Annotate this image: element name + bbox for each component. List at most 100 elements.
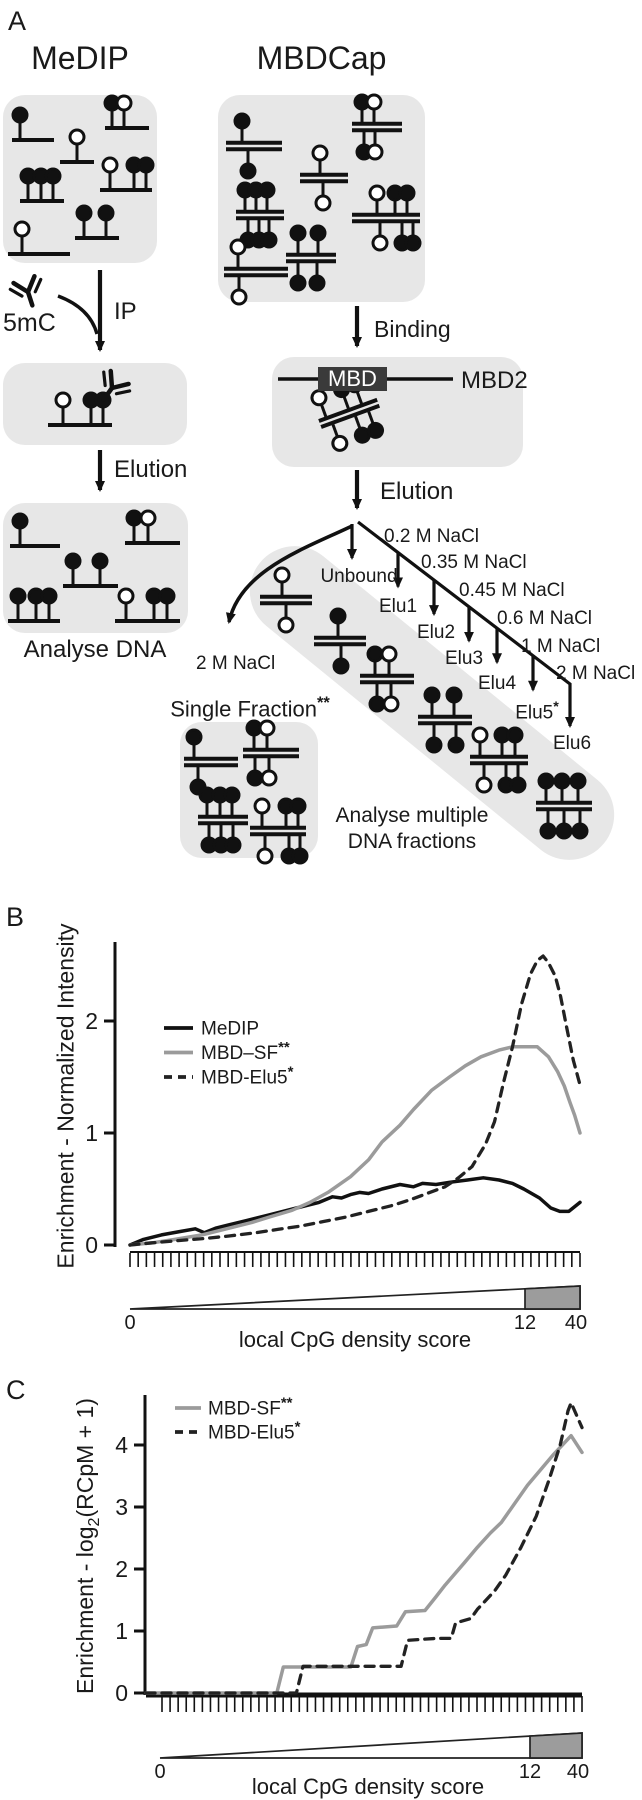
- mbd2-label: MBD2: [461, 367, 528, 394]
- dna-fragment: [75, 204, 119, 240]
- dna-fragment: [300, 144, 348, 212]
- elution-label-medip: Elution: [114, 456, 188, 483]
- methylated-cpg-icon: [224, 836, 242, 854]
- y-axis-tick-label: 3: [115, 1494, 128, 1520]
- antibody-curve: [57, 294, 99, 335]
- y-axis-tick-label: 0: [115, 1680, 128, 1706]
- unmethylated-cpg-icon: [310, 389, 328, 407]
- methylated-cpg-icon: [366, 645, 384, 663]
- legend-label-MBD-Elu5: MBD-Elu5*: [208, 1419, 301, 1444]
- unmethylated-cpg-icon: [68, 128, 86, 146]
- legend-label-MBD-SF: MBD-SF**: [208, 1395, 293, 1420]
- unmethylated-cpg-icon: [117, 587, 135, 605]
- salt-concentration-label: 0.45 M NaCl: [459, 580, 565, 601]
- panel-b-label: B: [6, 902, 25, 932]
- wedge-scale-label: 40: [567, 1761, 589, 1783]
- methylated-cpg-icon: [423, 686, 441, 704]
- dna-fragment: [260, 566, 312, 634]
- methylated-cpg-icon: [75, 204, 93, 222]
- cpg-density-wedge: [159, 1732, 583, 1759]
- methylated-cpg-icon: [246, 769, 264, 787]
- unmethylated-cpg-icon: [139, 509, 157, 527]
- methylated-cpg-icon: [539, 822, 557, 840]
- unmethylated-cpg-icon: [366, 143, 384, 161]
- mbd-label: MBD: [328, 366, 377, 391]
- unmethylated-cpg-icon: [115, 94, 133, 112]
- salt-concentration-label: 1 M NaCl: [521, 636, 601, 657]
- unmethylated-cpg-icon: [371, 234, 389, 252]
- wedge-scale-label: 0: [124, 1312, 135, 1334]
- methylated-cpg-icon: [571, 822, 589, 840]
- panel-a-diagram: [8, 93, 615, 865]
- unmethylated-cpg-icon: [314, 194, 332, 212]
- y-axis-tick-label: 1: [115, 1618, 128, 1644]
- unmethylated-cpg-icon: [273, 566, 291, 584]
- methylated-cpg-icon: [509, 776, 527, 794]
- legend-label-MBD-Elu5: MBD-Elu5*: [201, 1064, 294, 1089]
- methylated-cpg-icon: [233, 112, 251, 130]
- series-MBD-Elu5: [128, 954, 582, 1247]
- methylated-cpg-icon: [425, 736, 443, 754]
- dna-fragment: [8, 220, 70, 256]
- unmethylated-cpg-icon: [311, 144, 329, 162]
- methylated-cpg-icon: [260, 231, 278, 249]
- series-MBD-SF: [128, 1045, 582, 1247]
- unmethylated-cpg-icon: [229, 238, 247, 256]
- binding-label: Binding: [374, 316, 451, 342]
- unmethylated-cpg-icon: [368, 184, 386, 202]
- dna-fragment: [243, 719, 299, 787]
- dna-fragments: [8, 93, 592, 865]
- unmethylated-cpg-icon: [230, 288, 248, 306]
- methylated-cpg-icon: [289, 797, 307, 815]
- dna-fragment: [360, 645, 414, 713]
- salt-concentration-label: 0.35 M NaCl: [421, 552, 527, 573]
- y-axis-tick-label: 1: [85, 1120, 98, 1146]
- fan-diagonal: [357, 520, 575, 728]
- methylated-cpg-icon: [309, 224, 327, 242]
- cpg-density-wedge-high: [524, 1285, 581, 1310]
- methylated-cpg-icon: [506, 726, 524, 744]
- methylated-cpg-icon: [40, 587, 58, 605]
- methylated-cpg-icon: [11, 106, 29, 124]
- ip-label: IP: [114, 298, 137, 325]
- elution-fraction-label: Elu4: [477, 673, 517, 694]
- dna-fragment: [63, 552, 118, 588]
- dna-fragment: [8, 587, 60, 623]
- methylated-cpg-icon: [289, 274, 307, 292]
- methylated-cpg-icon: [569, 772, 587, 790]
- salt-concentration-label: 0.6 M NaCl: [497, 608, 593, 629]
- analyse-multiple-line1: Analyse multiple: [335, 804, 489, 827]
- dna-fragment: [352, 184, 422, 252]
- unbound-label: Unbound: [320, 566, 398, 587]
- methylated-cpg-icon: [555, 822, 573, 840]
- methylated-cpg-icon: [553, 772, 571, 790]
- salt-concentration-label: 2 M NaCl: [556, 663, 636, 684]
- dna-fragment: [60, 128, 94, 164]
- methylated-cpg-icon: [367, 421, 385, 439]
- elution-label-mbd: Elution: [380, 478, 454, 505]
- methylated-cpg-icon: [44, 167, 62, 185]
- y-axis-tick-label: 2: [115, 1556, 128, 1582]
- panel-c-label: C: [6, 1375, 26, 1405]
- dna-fragment: [100, 156, 155, 192]
- methylated-cpg-icon: [91, 552, 109, 570]
- dna-fragment: [226, 112, 282, 180]
- unmethylated-cpg-icon: [253, 797, 271, 815]
- dna-fragment: [314, 607, 366, 675]
- methylated-cpg-icon: [329, 607, 347, 625]
- salt-concentration-label: 0.2 M NaCl: [384, 526, 480, 547]
- dna-fragment: [352, 93, 402, 161]
- methylated-cpg-icon: [185, 728, 203, 746]
- wedge-scale-label: 12: [514, 1312, 536, 1334]
- dna-fragment: [19, 167, 64, 203]
- x-axis-title: local CpG density score: [252, 1774, 484, 1799]
- dna-fragment: [536, 772, 592, 840]
- single-fraction-text: Single Fraction: [170, 696, 317, 722]
- antibody-icons: [8, 273, 132, 402]
- methylated-cpg-icon: [11, 512, 29, 530]
- methylated-cpg-icon: [9, 587, 27, 605]
- methylated-cpg-icon: [291, 847, 309, 865]
- methylated-cpg-icon: [308, 274, 326, 292]
- elution-fraction-label: Elu5*: [515, 699, 559, 724]
